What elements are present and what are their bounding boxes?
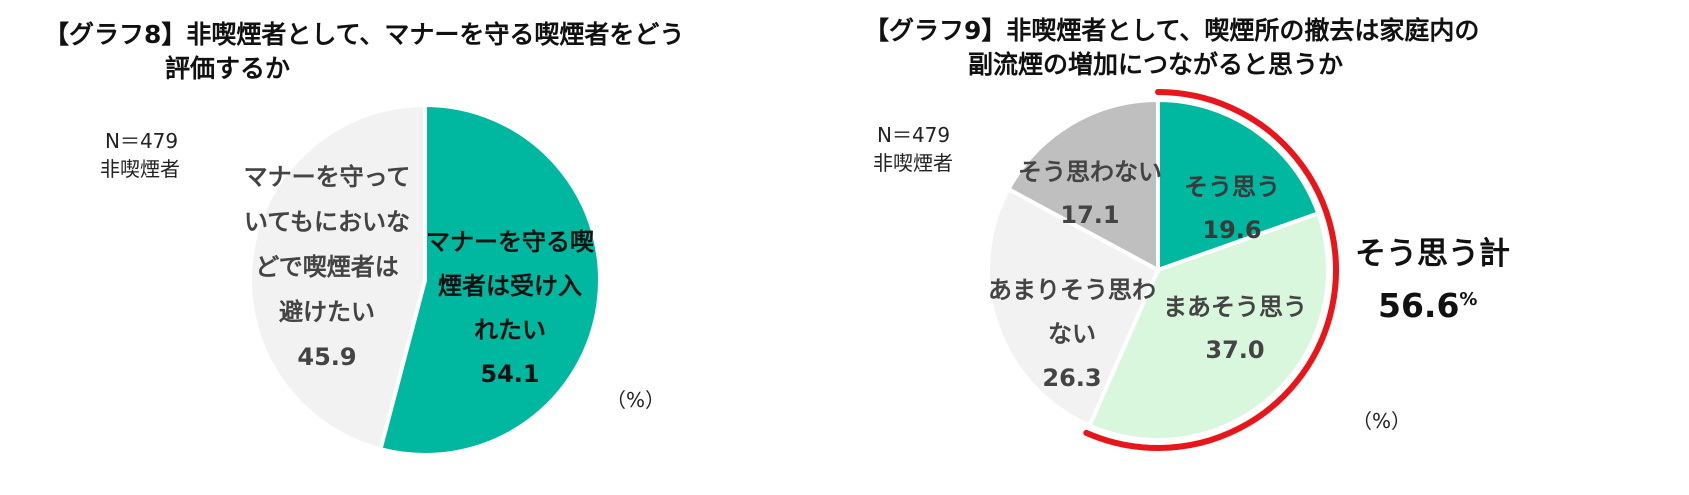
chart8-slice-0-label: 煙者は受け入 <box>438 272 582 300</box>
chart9-slice-0-value: 19.6 <box>1202 216 1261 244</box>
chart9-slice-2-value: 26.3 <box>1042 364 1101 392</box>
chart9-slice-1-label: まあそう思う <box>1163 293 1307 321</box>
chart8-title-line1: 【グラフ8】非喫煙者として、マナーを守る喫煙者をどう <box>44 20 685 49</box>
chart8-unit-label: （%） <box>606 388 666 412</box>
chart9-sample-size: N＝479 <box>877 123 951 147</box>
chart9-slice-1-value: 37.0 <box>1205 336 1264 364</box>
chart9-slice-2-label: ない <box>1048 320 1096 348</box>
chart8-slice-0-value: 54.1 <box>480 360 539 388</box>
chart8-sample-size: N＝479 <box>105 129 179 153</box>
chart9-highlight-label: そう思う計 <box>1355 236 1510 272</box>
chart8-slice-0-label: マナーを守る喫 <box>426 228 595 256</box>
chart9-slice-0-label: そう思う <box>1184 173 1280 201</box>
chart8-slice-1-label: マナーを守って <box>244 163 411 191</box>
chart8-slice-0-label: れたい <box>474 316 546 344</box>
chart9-highlight-arc <box>1083 89 1339 451</box>
chart8-slice-1 <box>248 102 427 452</box>
chart9-title-line2: 副流煙の増加につながると思うか <box>968 50 1344 79</box>
chart8-slice-1-label: いてもにおいな <box>244 208 410 236</box>
chart9-sample-group: 非喫煙者 <box>873 151 953 175</box>
chart8-slice-0 <box>377 102 602 457</box>
chart9-highlight-number: 56.6 <box>1378 286 1460 325</box>
chart8-slice-1-value: 45.9 <box>297 343 356 371</box>
chart8-slice-1-label: 避けたい <box>279 298 375 326</box>
chart9-slice-1 <box>1086 210 1330 442</box>
chart8-slice-1-label: どで喫煙者は <box>255 253 399 281</box>
chart9-slice-3-label: そう思わない <box>1018 158 1162 186</box>
chart9-title-line1: 【グラフ9】非喫煙者として、喫煙所の撤去は家庭内の <box>864 16 1480 45</box>
chart9-slice-3-value: 17.1 <box>1060 201 1119 229</box>
chart9-slice-2-label: あまりそう思わ <box>988 276 1156 304</box>
chart8-sample-group: 非喫煙者 <box>100 157 180 181</box>
chart9-unit-label: （%） <box>1352 409 1412 433</box>
chart9-slice-3 <box>1005 97 1160 274</box>
chart8-title-line2: 評価するか <box>165 54 291 83</box>
chart9-highlight-value: 56.6% <box>1378 286 1477 325</box>
chart9-highlight-unit: % <box>1459 289 1478 310</box>
